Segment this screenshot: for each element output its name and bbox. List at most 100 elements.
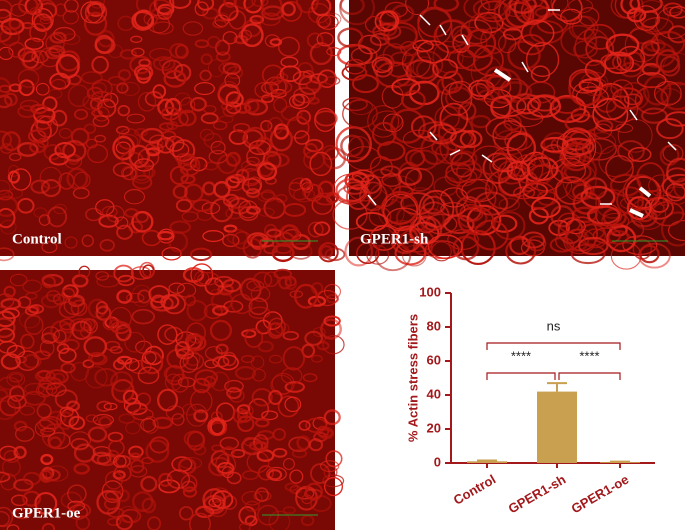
cell (193, 444, 207, 456)
cell (115, 489, 130, 503)
cell (522, 181, 556, 209)
cell (99, 238, 115, 252)
cell (520, 19, 555, 47)
cell (95, 271, 110, 281)
cell (19, 405, 36, 416)
cell (1, 131, 21, 152)
cell (95, 199, 115, 216)
cell (561, 129, 597, 167)
cell (66, 74, 82, 86)
arrow (419, 14, 431, 26)
cell (137, 366, 160, 385)
cell (92, 115, 110, 128)
cell (571, 183, 595, 201)
cell (284, 482, 299, 492)
cell (89, 0, 105, 9)
cell (40, 178, 62, 198)
cell (222, 193, 240, 208)
cell (122, 389, 139, 405)
cell (0, 388, 9, 401)
cell (197, 272, 220, 286)
cell (107, 517, 122, 527)
significance-bracket (486, 342, 621, 350)
cell (64, 0, 79, 13)
cell (95, 301, 109, 315)
y-axis-label: % Actin stress fibers (405, 314, 420, 442)
cell (452, 235, 480, 261)
cell (27, 129, 47, 143)
cell (241, 491, 263, 506)
cell (156, 388, 179, 412)
cell (237, 415, 255, 433)
cell (116, 289, 133, 304)
cell (521, 231, 546, 249)
cell (42, 96, 58, 112)
cell (87, 426, 108, 443)
cell (131, 408, 154, 421)
cell (273, 268, 293, 280)
cell (179, 97, 196, 114)
cell (226, 228, 248, 245)
cell (53, 329, 67, 344)
cell (83, 123, 97, 134)
cell (63, 295, 86, 316)
cell (193, 409, 209, 423)
cell (588, 132, 617, 155)
cell (309, 151, 333, 177)
error-bar (477, 459, 497, 462)
cell (250, 355, 265, 370)
cell (33, 207, 48, 218)
cell (41, 423, 66, 449)
cell (38, 2, 58, 19)
cell (272, 428, 286, 441)
cell (468, 12, 499, 41)
cell (71, 320, 92, 340)
cell (183, 183, 204, 203)
cell (656, 118, 684, 140)
cell (222, 495, 238, 510)
y-tick-label: 20 (427, 420, 441, 435)
cell (222, 31, 238, 45)
cell (480, 27, 507, 55)
cell (439, 102, 469, 135)
cell (332, 199, 368, 230)
cell (64, 236, 78, 249)
cell (128, 452, 142, 461)
cell (128, 144, 150, 168)
cell (31, 8, 54, 32)
panel-label: GPER1-sh (360, 231, 429, 247)
cell (0, 353, 21, 370)
cell (55, 411, 74, 430)
cell (560, 24, 598, 57)
cell (497, 34, 517, 54)
cell (667, 25, 685, 44)
cell (324, 12, 342, 26)
cell (212, 19, 227, 29)
cell (96, 489, 121, 515)
cell (209, 319, 233, 342)
cell (650, 201, 685, 227)
cell (92, 413, 114, 426)
cell (75, 515, 91, 530)
cell (282, 346, 306, 371)
cell (644, 38, 666, 53)
cell (47, 206, 68, 228)
cell (386, 207, 422, 231)
arrow (461, 34, 469, 46)
cell (267, 469, 283, 481)
cell (529, 94, 561, 112)
cell (0, 376, 20, 391)
cell (490, 95, 512, 119)
cell (169, 42, 189, 59)
cell (445, 162, 473, 184)
cell (25, 292, 38, 300)
cell (78, 265, 91, 279)
cell (134, 158, 155, 172)
cell (10, 494, 28, 507)
cell (314, 110, 338, 127)
cell (0, 219, 17, 235)
cell (17, 142, 39, 157)
cell (233, 122, 251, 133)
cell (273, 97, 288, 113)
cell (0, 189, 14, 201)
